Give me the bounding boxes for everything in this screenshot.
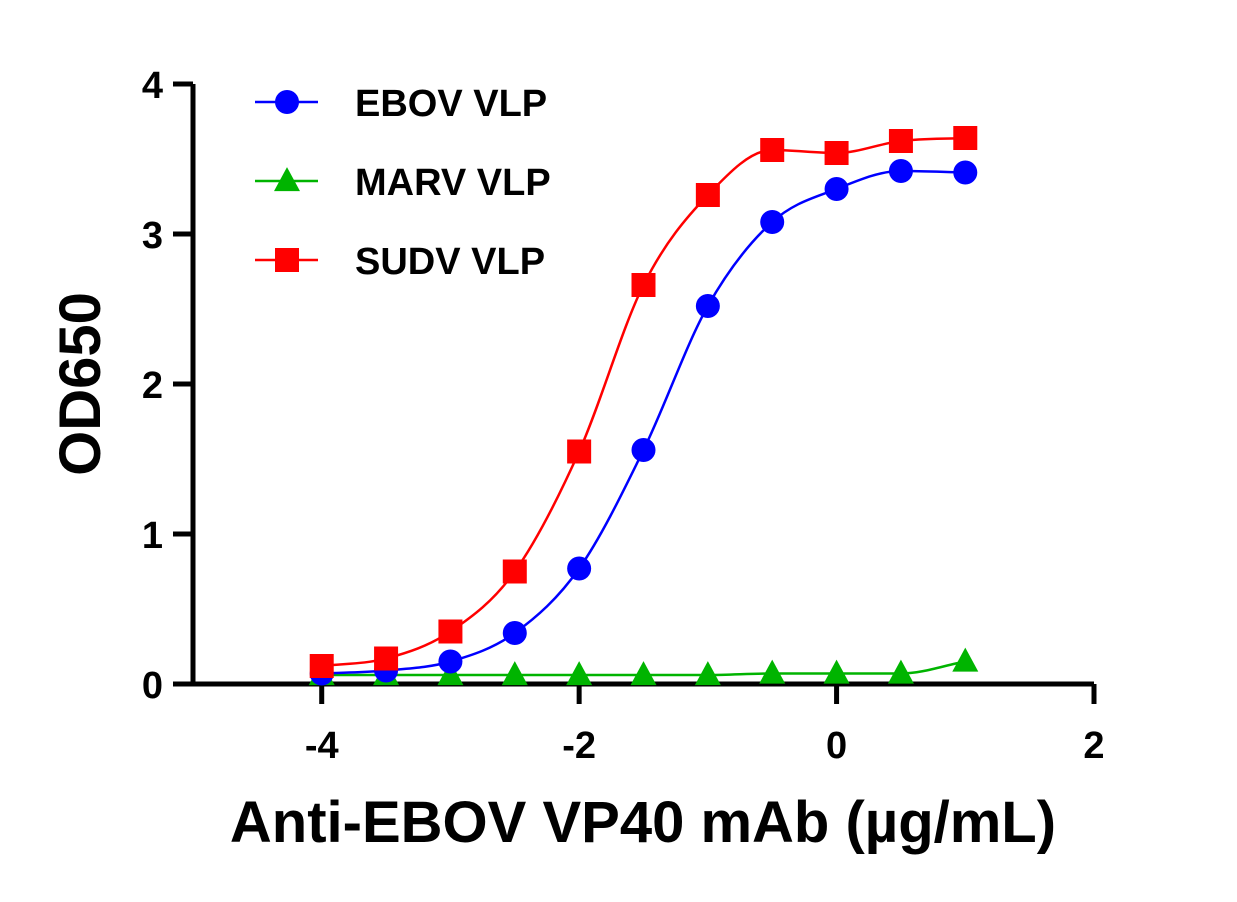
legend-label-ebov-vlp: EBOV VLP bbox=[355, 83, 547, 125]
marv-vlp-point bbox=[566, 661, 593, 686]
legend-marker-ebov-vlp bbox=[275, 90, 299, 114]
sudv-vlp-point bbox=[953, 126, 978, 150]
marv-vlp-point bbox=[887, 659, 914, 684]
ebov-vlp-point bbox=[695, 294, 720, 318]
x-tick-label: 0 bbox=[826, 725, 847, 767]
x-tick-label: -4 bbox=[305, 725, 339, 767]
y-tick-label: 2 bbox=[142, 365, 163, 407]
marv-vlp-point bbox=[952, 647, 979, 672]
sudv-vlp-point bbox=[760, 138, 785, 162]
sudv-vlp-point bbox=[374, 646, 399, 671]
marv-vlp-point bbox=[630, 661, 657, 686]
ebov-vlp-point bbox=[502, 621, 527, 645]
sudv-vlp-fit-curve bbox=[321, 136, 966, 668]
x-tick-label: 2 bbox=[1083, 725, 1104, 767]
fit-curves bbox=[321, 136, 966, 677]
y-tick-label: 3 bbox=[142, 215, 163, 257]
y-tick-label: 4 bbox=[142, 65, 163, 107]
sudv-vlp-point bbox=[695, 183, 720, 207]
y-axis-title: OD650 bbox=[48, 292, 113, 476]
legend-label-sudv-vlp: SUDV VLP bbox=[355, 241, 545, 283]
sudv-vlp-point bbox=[309, 654, 334, 678]
sudv-vlp-point bbox=[567, 439, 592, 464]
sudv-vlp-point bbox=[438, 619, 463, 644]
sudv-vlp-point bbox=[631, 273, 656, 297]
sudv-vlp-point bbox=[502, 559, 527, 584]
sudv-vlp-point bbox=[888, 129, 913, 153]
ebov-vlp-point bbox=[567, 556, 592, 581]
x-axis-title: Anti-EBOV VP40 mAb (µg/mL) bbox=[230, 790, 1056, 855]
ebov-vlp-point bbox=[438, 649, 463, 674]
marv-vlp-point bbox=[823, 659, 850, 684]
ebov-vlp-point bbox=[953, 160, 978, 185]
y-tick-label: 1 bbox=[142, 515, 163, 557]
y-tick-label: 0 bbox=[142, 665, 163, 707]
ebov-vlp-point bbox=[888, 159, 913, 183]
marv-vlp-point bbox=[759, 659, 786, 684]
legend-marker-marv-vlp bbox=[274, 167, 300, 192]
sudv-vlp-point bbox=[824, 141, 849, 165]
ebov-vlp-point bbox=[631, 438, 656, 462]
ebov-vlp-point bbox=[760, 210, 785, 234]
legend: EBOV VLP MARV VLP SUDV VLP bbox=[255, 83, 551, 283]
marv-vlp-point bbox=[694, 661, 721, 686]
legend-marker-sudv-vlp bbox=[275, 248, 299, 272]
x-tick-label: -2 bbox=[562, 725, 596, 767]
marv-vlp-point bbox=[501, 661, 528, 686]
data-markers bbox=[308, 126, 979, 686]
legend-label-marv-vlp: MARV VLP bbox=[355, 162, 551, 204]
ebov-vlp-point bbox=[824, 177, 849, 201]
